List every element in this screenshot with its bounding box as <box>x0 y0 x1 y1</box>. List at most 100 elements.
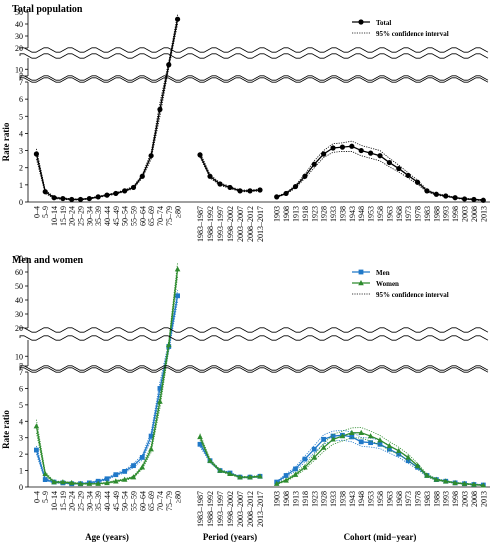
axis-break <box>19 327 489 333</box>
x-tick-label: 1923 <box>310 491 319 507</box>
marker <box>452 479 458 486</box>
x-tick-label: 1948 <box>357 206 366 222</box>
marker <box>386 159 392 166</box>
y-axis-label: Rate ratio <box>1 410 11 449</box>
x-tick-label: 2003 <box>461 206 470 222</box>
marker <box>157 398 163 404</box>
x-tick-label: 1943 <box>348 491 357 507</box>
marker <box>77 196 84 203</box>
marker <box>113 190 119 197</box>
x-tick-label: 1983 <box>423 491 432 507</box>
ci-line <box>276 437 484 487</box>
marker <box>207 173 213 179</box>
x-tick-label: 1908 <box>282 206 291 222</box>
x-tick-label: 1988 <box>432 491 441 507</box>
marker <box>69 196 75 203</box>
y-tick-label: 2 <box>19 450 23 459</box>
marker <box>461 196 468 202</box>
x-tick-label: 50–54 <box>121 206 130 226</box>
ci-line <box>276 140 484 201</box>
x-tick-label: 20–24 <box>68 206 77 226</box>
marker <box>104 476 110 482</box>
x-tick-label: 1983–1987 <box>196 491 205 527</box>
x-tick-label: 40–44 <box>103 206 112 226</box>
x-tick-label: 2008–2012 <box>246 206 255 242</box>
series-line <box>35 19 179 201</box>
legend-label: 95% confidence interval <box>376 30 449 38</box>
marker <box>237 474 243 480</box>
x-tick-label: ≥80 <box>174 491 183 503</box>
marker <box>174 266 181 272</box>
y-tick-label: 3 <box>19 147 23 156</box>
y-tick-label: 50 <box>15 282 23 291</box>
marker <box>292 183 299 190</box>
y-tick-label: 60 <box>15 268 23 277</box>
axis-break <box>19 75 489 81</box>
x-tick-label: 55–59 <box>129 206 138 226</box>
x-tick-label: 60–64 <box>138 206 147 226</box>
x-tick-label: 1933 <box>329 206 338 222</box>
x-tick-label: 5–9 <box>41 491 50 503</box>
marker <box>443 193 449 199</box>
x-tick-label: 1923 <box>310 206 319 222</box>
marker <box>311 446 317 452</box>
marker <box>424 188 430 194</box>
x-tick-label: 2008–2012 <box>246 491 255 527</box>
marker <box>139 173 145 179</box>
x-tick-label: 30–34 <box>85 491 94 511</box>
x-tick-label: 2008 <box>470 491 479 507</box>
marker <box>358 19 364 25</box>
axis-break <box>19 365 489 371</box>
marker <box>405 172 411 179</box>
x-tick-label: 1998–2002 <box>226 206 235 242</box>
x-tick-label: 25–29 <box>77 206 86 226</box>
ci-line <box>199 433 261 477</box>
x-tick-label: 1963 <box>385 206 394 222</box>
marker <box>175 293 180 299</box>
y-tick-label: 40 <box>15 20 23 29</box>
y-tick-label: 1 <box>19 467 23 476</box>
marker <box>367 433 374 439</box>
x-tick-label: 1938 <box>338 206 347 222</box>
x-tick-label: 10–14 <box>50 206 59 226</box>
x-tick-label: 1913 <box>291 491 300 507</box>
y-tick-label: 5 <box>19 112 23 121</box>
x-tick-label: 1988–1992 <box>206 491 215 527</box>
marker <box>311 161 317 167</box>
x-tick-label: 50–54 <box>121 491 130 511</box>
marker <box>377 437 383 443</box>
ci-line <box>276 439 484 486</box>
marker <box>377 153 383 159</box>
marker <box>349 429 355 435</box>
x-tick-label: 1953 <box>367 491 376 507</box>
marker <box>174 16 181 22</box>
ci-line <box>276 151 484 202</box>
y-tick-label: 20 <box>15 44 23 53</box>
x-tick-label: 45–49 <box>112 491 121 511</box>
marker <box>433 476 440 482</box>
marker <box>122 188 128 194</box>
marker <box>414 179 421 185</box>
x-tick-label: 1948 <box>357 491 366 507</box>
x-tick-label: 60–64 <box>138 491 147 511</box>
marker <box>148 153 154 159</box>
marker <box>130 474 137 480</box>
y-tick-label: 0 <box>19 483 23 492</box>
axis-break <box>19 77 489 83</box>
x-tick-label: 65–69 <box>147 491 156 511</box>
x-tick-label: 1938 <box>338 491 347 507</box>
y-tick-label: 7 <box>19 368 23 377</box>
marker <box>166 62 172 68</box>
marker <box>424 472 430 478</box>
marker <box>157 386 163 391</box>
marker <box>86 195 92 202</box>
ci-line <box>199 152 261 191</box>
x-tick-label: 1943 <box>348 206 357 222</box>
marker <box>377 441 383 447</box>
axis-break <box>19 53 489 59</box>
marker <box>395 447 402 454</box>
marker <box>139 455 145 460</box>
x-tick-label: 1918 <box>301 206 310 222</box>
marker <box>283 473 289 478</box>
marker <box>165 341 172 348</box>
